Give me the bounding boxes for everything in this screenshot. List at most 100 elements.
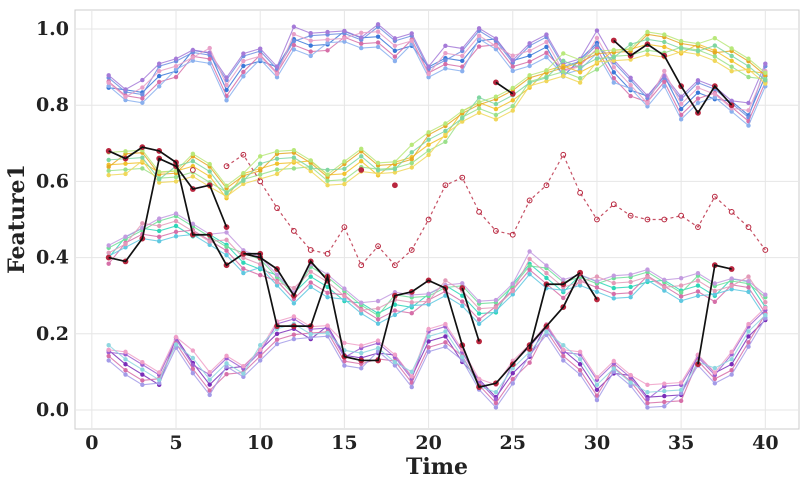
data-point [409,157,414,162]
data-point [123,149,128,154]
data-point [527,249,532,254]
data-point [712,54,718,59]
data-point [106,172,111,178]
data-point [561,69,566,74]
data-point [628,86,633,91]
data-point [443,278,448,283]
data-point [156,79,162,85]
data-point [291,147,297,153]
data-point [729,349,734,355]
bundle-line [108,33,766,190]
data-point [258,161,263,166]
data-point [140,92,145,97]
data-point [493,36,499,41]
data-point [173,218,179,224]
data-point [712,370,718,375]
bundle-line [108,307,766,386]
data-point [426,291,431,296]
data-point [375,44,381,50]
data-point [577,57,583,63]
data-point [746,123,751,128]
data-point [678,106,684,112]
data-point [156,370,162,375]
data-point [392,159,398,164]
data-point [325,290,330,296]
data-point [510,103,515,109]
data-point [224,248,229,253]
data-point [510,98,515,103]
data-point [678,398,684,404]
bundle-line [108,36,766,123]
data-point [375,313,381,318]
data-point [224,353,229,359]
data-point [106,164,111,170]
data-point [712,281,718,286]
data-point [241,181,246,187]
data-point [594,59,600,65]
data-point [359,366,364,371]
data-point [392,167,398,172]
data-point [746,274,751,279]
data-point [746,279,751,284]
data-point [392,363,398,368]
data-point [140,96,145,101]
data-point [308,335,313,340]
series-line [495,81,514,95]
data-point [106,358,111,363]
data-point [544,75,549,81]
data-point [712,291,718,297]
data-point [746,329,751,334]
data-point [527,53,532,58]
data-point [460,108,465,114]
data-point [156,234,162,240]
data-point [409,374,414,379]
data-point [342,286,347,291]
data-point [493,112,499,118]
data-point [375,345,381,351]
series-line [461,287,480,342]
data-point [611,80,616,85]
data-point [577,349,583,355]
data-point [645,382,650,388]
data-point [375,34,381,39]
data-point [325,323,330,328]
data-point [476,110,482,116]
data-point [577,70,583,75]
data-point [527,352,532,358]
data-point [274,75,280,80]
data-point [173,234,179,239]
data-point [123,94,128,100]
data-point [561,277,566,282]
data-point [678,298,684,304]
data-point [241,266,246,271]
data-point [611,65,616,70]
data-point [342,293,347,299]
data-point [645,405,650,410]
data-point [460,53,465,59]
data-point [594,42,600,48]
data-point [476,33,482,38]
data-point [409,150,414,155]
data-point [140,85,145,90]
data-point [443,66,448,71]
bundle-line [108,319,766,399]
bundle-line [108,309,766,401]
data-point [106,347,111,352]
data-point [493,390,499,395]
data-point [409,160,414,166]
data-point [409,142,414,148]
data-point [342,171,347,176]
series-point [762,247,769,253]
bundle-line [108,314,766,393]
data-point [207,56,212,62]
data-point [577,357,583,362]
data-point [645,267,650,272]
data-point [106,353,111,359]
data-point [544,78,549,84]
data-point [493,101,499,107]
data-point [628,46,633,52]
data-point [594,393,600,398]
data-point [678,294,684,299]
data-point [156,239,162,244]
data-point [308,49,313,54]
